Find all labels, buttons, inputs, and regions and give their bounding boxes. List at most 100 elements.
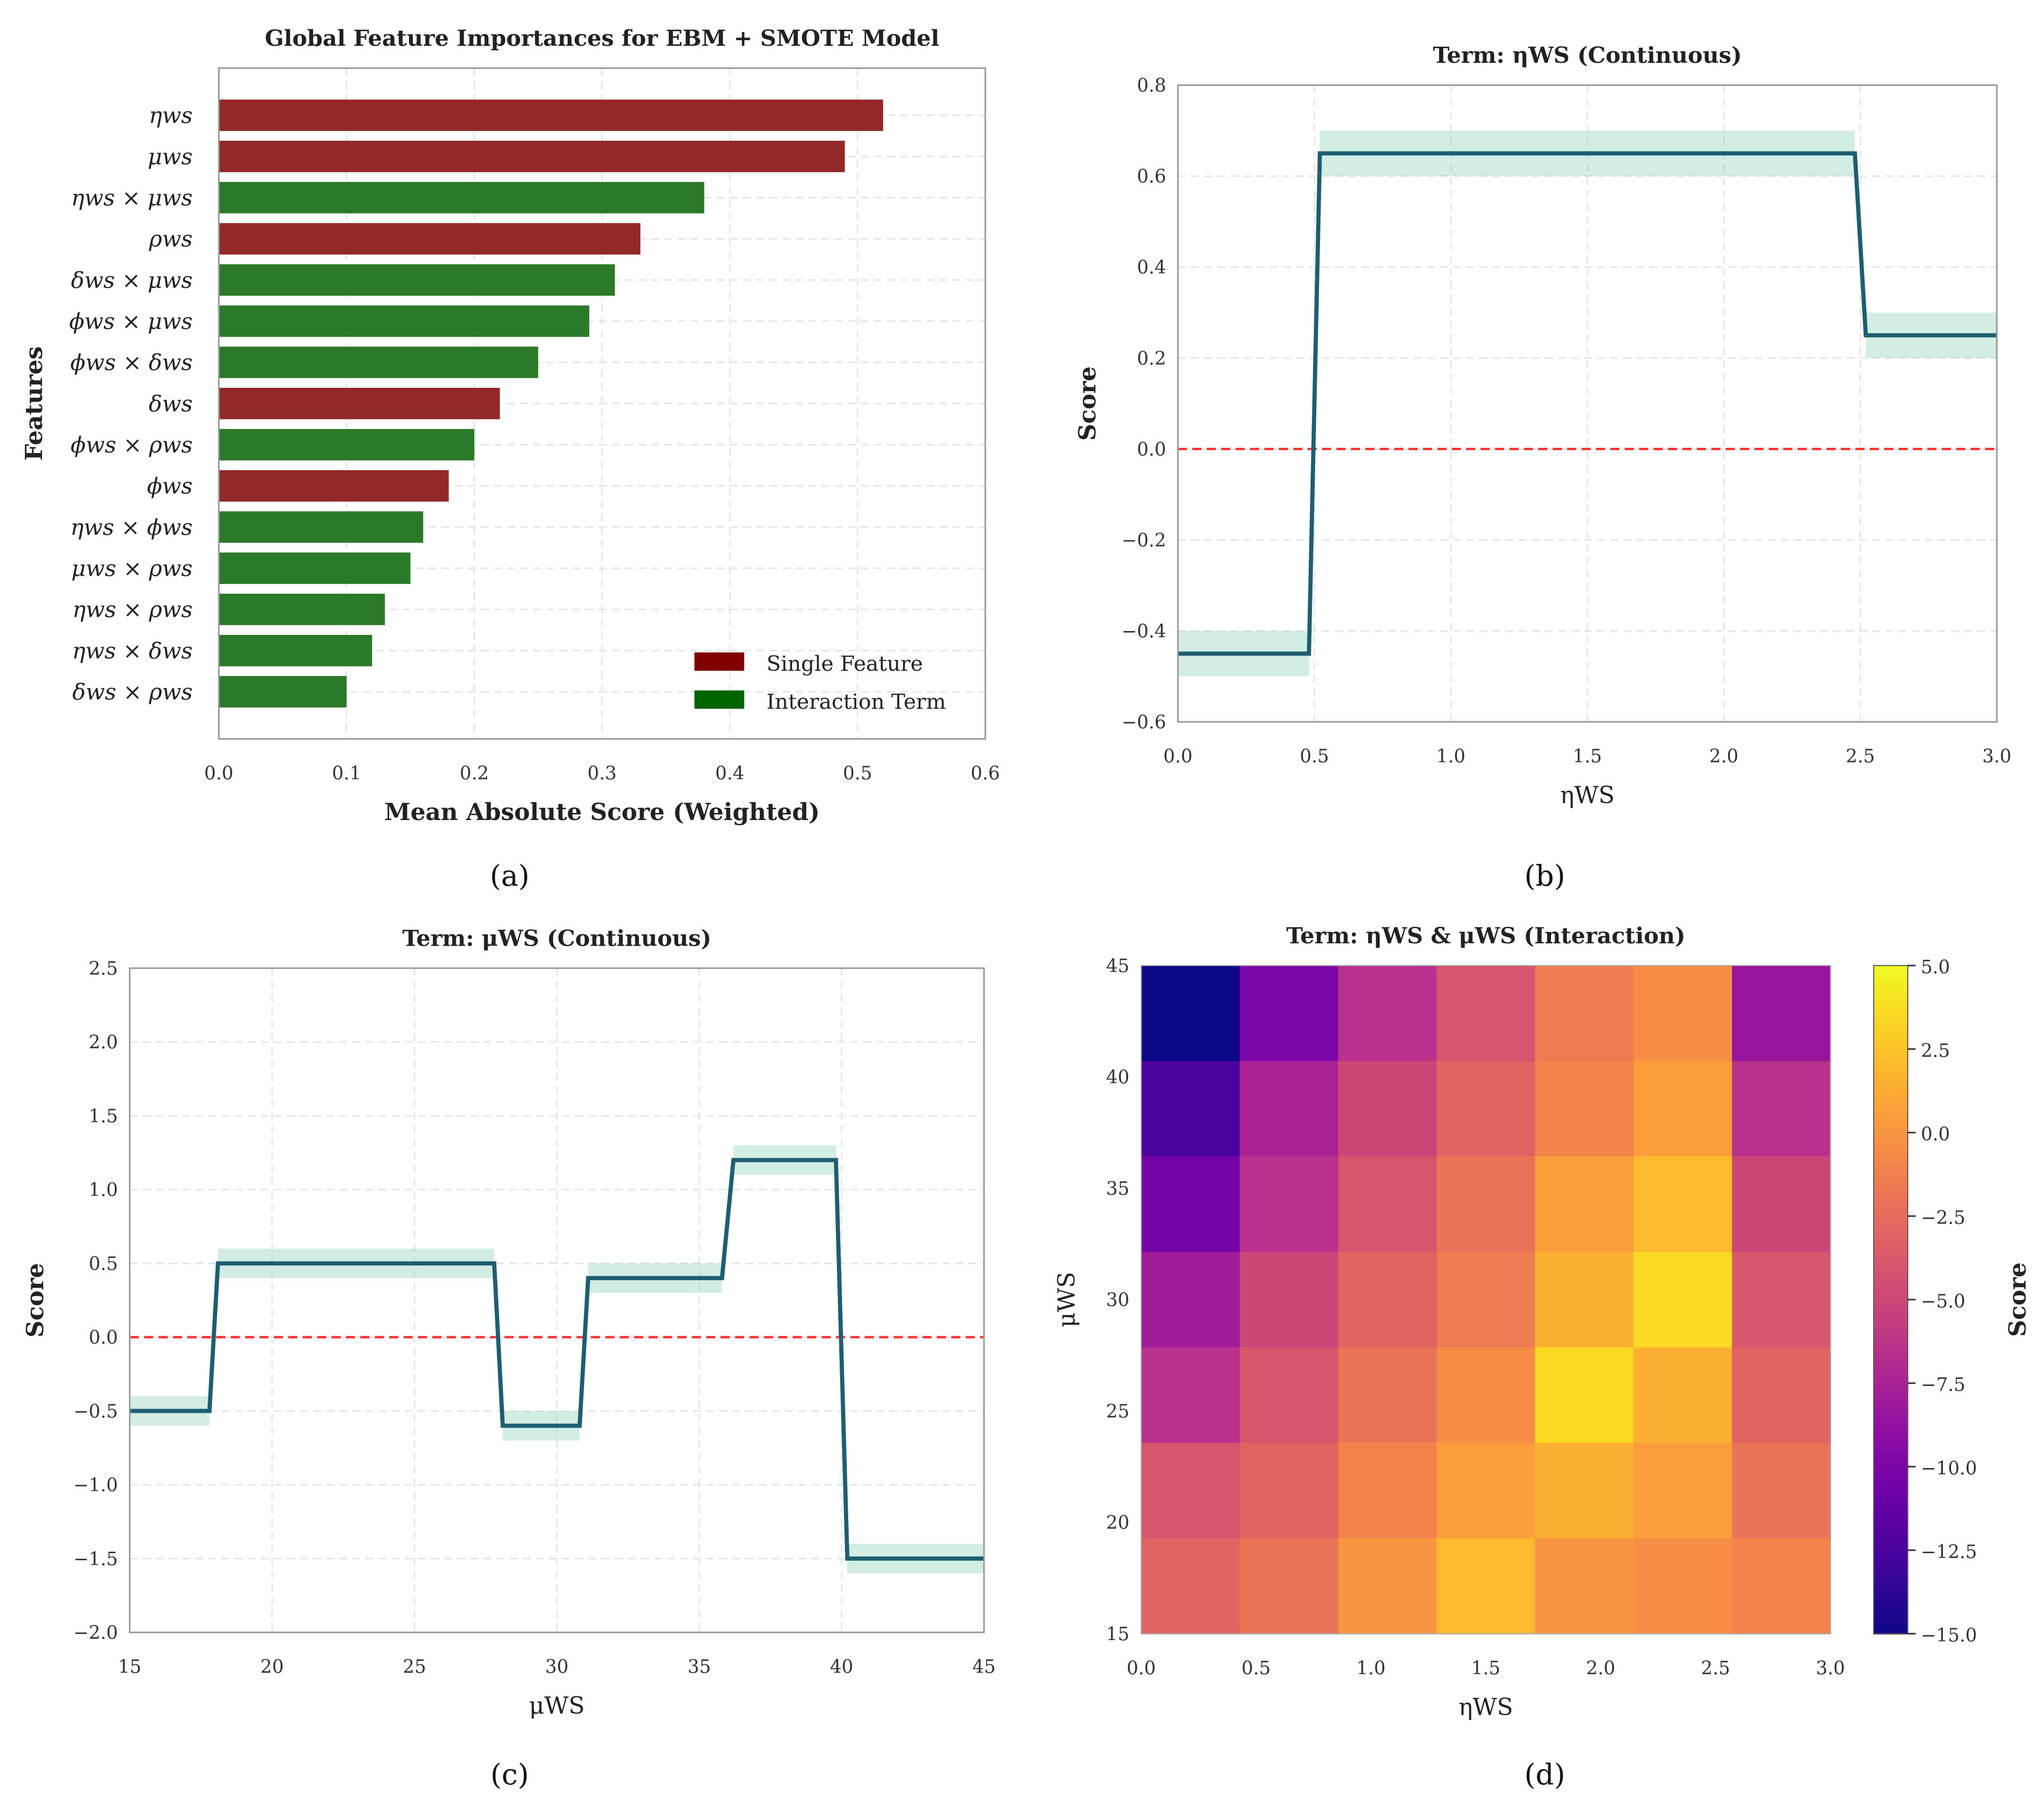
heatmap-cell [1732,1252,1831,1348]
x-tick-label: 0.6 [971,763,1000,784]
bar-single [219,470,449,502]
heatmap-cell [1732,1061,1831,1157]
colorbar-segment [1874,1513,1908,1521]
chart-title: Term: ηWS (Continuous) [1433,43,1742,68]
heatmap-cell [1535,1347,1635,1444]
y-tick-label: 40 [1106,1067,1129,1088]
legend-swatch-interaction [694,690,744,709]
heatmap-cell [1239,966,1339,1062]
colorbar-segment [1874,1052,1908,1060]
colorbar-segment [1874,1293,1908,1300]
colorbar-segment [1874,1386,1908,1394]
colorbar-segment [1874,1226,1908,1234]
heatmap-cell [1732,1443,1831,1539]
y-tick-label: 0.8 [1137,75,1166,96]
colorbar-segment [1874,1453,1908,1461]
bar-interaction [219,264,615,296]
colorbar-segment [1874,1353,1908,1361]
x-tick-label: 3.0 [1982,746,2011,767]
bar-single [219,387,500,419]
heatmap-cell [1633,1061,1733,1157]
heatmap-cell [1338,1538,1438,1634]
bar-single [219,140,845,172]
colorbar-segment [1874,1066,1908,1073]
colorbar-segment [1874,1547,1908,1555]
bar-interaction [219,552,411,584]
plot-frame [128,967,985,1633]
bar-interaction [219,593,385,625]
heatmap-cell [1338,1252,1438,1348]
colorbar-segment [1874,1527,1908,1534]
heatmap-cell [1732,1347,1831,1444]
y-axis-label: Score [1073,366,1101,441]
colorbar-segment [1874,1186,1908,1194]
y-tick-label: 0.6 [1137,166,1166,188]
x-tick-label: 0.5 [843,763,872,784]
x-tick-label: 2.5 [1701,1658,1730,1679]
colorbar-segment [1874,1012,1908,1020]
feature-label: δws [149,391,193,417]
y-tick-label: −1.0 [73,1475,118,1496]
colorbar-segment [1874,1433,1908,1441]
colorbar-segment [1874,1607,1908,1615]
colorbar-segment [1874,1426,1908,1434]
colorbar-segment [1874,1406,1908,1414]
colorbar-segment [1874,1480,1908,1488]
heatmap-cell [1239,1347,1339,1444]
colorbar-segment [1874,999,1908,1007]
colorbar-segment [1874,1232,1908,1240]
heatmap-cell [1141,1347,1241,1444]
colorbar-segment [1874,1132,1908,1140]
colorbar-segment [1874,1520,1908,1528]
y-tick-label: 35 [1106,1178,1129,1199]
colorbar-segment [1874,1560,1908,1568]
score-step-line [129,1158,984,1561]
y-tick-label: 2.5 [89,958,118,979]
colorbar-tick-label: 0.0 [1921,1124,1950,1145]
x-tick-label: 0.5 [1300,746,1329,767]
x-tick-label: 0.5 [1242,1658,1271,1679]
heatmap-cell [1436,1538,1536,1634]
y-tick-label: 1.5 [89,1106,118,1127]
x-tick-label: 2.5 [1846,746,1875,767]
y-tick-label: 2.0 [89,1032,118,1053]
x-tick-label: 1.5 [1471,1658,1500,1679]
colorbar-segment [1874,1045,1908,1053]
legend-label-interaction: Interaction Term [766,690,946,714]
x-tick-label: 1.0 [1356,1658,1386,1679]
colorbar-segment [1874,1333,1908,1341]
heatmap-cell [1732,966,1831,1062]
colorbar-segment [1874,1106,1908,1113]
x-axis-label: ηWS [1560,781,1614,809]
heatmap-cell [1633,1443,1733,1539]
heatmap-cell [1732,1538,1831,1634]
colorbar-segment [1874,1580,1908,1588]
heatmap-cell [1436,1252,1536,1348]
heatmap-cell [1141,1538,1241,1634]
bar-interaction [219,511,424,543]
colorbar-segment [1874,1614,1908,1621]
y-tick-label: 0.2 [1137,348,1166,369]
x-tick-label: 30 [545,1657,568,1678]
heatmap-cell [1239,1443,1339,1539]
colorbar-segment [1874,1460,1908,1468]
feature-label: ηws × δws [72,638,193,664]
chart-title: Term: ηWS & μWS (Interaction) [1286,923,1686,949]
x-axis-label: ηWS [1458,1693,1513,1720]
colorbar-tick-label: −2.5 [1921,1207,1965,1229]
y-tick-label: 0.4 [1137,257,1166,278]
feature-label: μws [148,144,193,170]
x-tick-label: 45 [972,1657,996,1678]
colorbar-segment [1874,1206,1908,1214]
x-tick-label: 0.4 [715,763,744,784]
colorbar-segment [1874,1540,1908,1548]
feature-label: ρws [149,226,193,252]
heatmap-cell [1141,1252,1241,1348]
heatmap-cell [1141,1156,1241,1253]
y-axis-label: Features [20,346,48,461]
bar-interaction [219,305,589,337]
y-tick-label: 25 [1106,1401,1129,1422]
heatmap-cell [1436,1061,1536,1157]
colorbar-segment [1874,1400,1908,1408]
